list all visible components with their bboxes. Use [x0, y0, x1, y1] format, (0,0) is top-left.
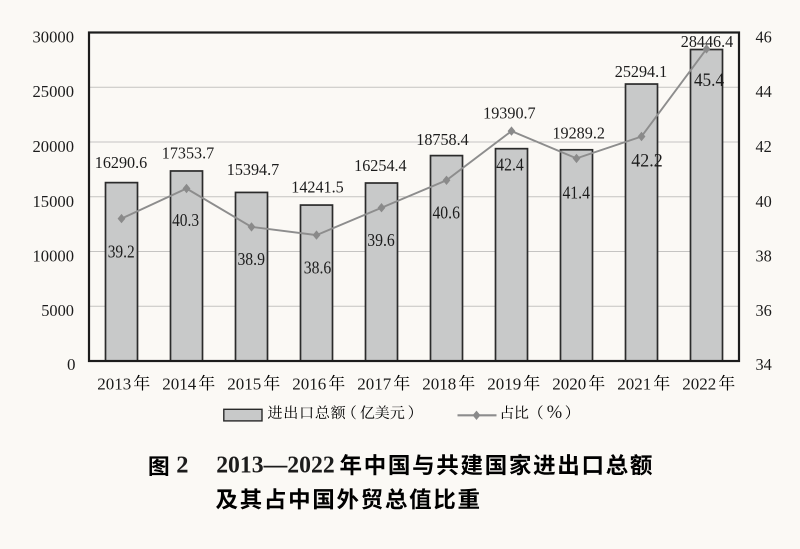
- svg-text:14241.5: 14241.5: [291, 177, 344, 196]
- svg-text:28446.4: 28446.4: [681, 32, 734, 51]
- svg-text:41.4: 41.4: [562, 183, 590, 203]
- svg-text:36: 36: [756, 301, 772, 320]
- svg-text:5000: 5000: [41, 301, 74, 320]
- svg-text:2013—2022: 2013—2022: [216, 452, 335, 479]
- svg-text:25000: 25000: [33, 82, 75, 101]
- svg-text:45.4: 45.4: [694, 70, 725, 91]
- svg-text:2019: 2019: [487, 374, 521, 393]
- svg-text:42.2: 42.2: [631, 151, 662, 172]
- svg-text:2022: 2022: [682, 374, 716, 393]
- svg-text:19390.7: 19390.7: [483, 104, 536, 123]
- svg-text:44: 44: [756, 82, 773, 101]
- svg-text:30000: 30000: [33, 28, 75, 47]
- svg-text:20000: 20000: [33, 137, 75, 156]
- svg-text:2015: 2015: [227, 374, 261, 393]
- svg-text:15000: 15000: [33, 192, 75, 211]
- svg-text:2: 2: [176, 452, 188, 479]
- svg-text:17353.7: 17353.7: [162, 144, 215, 163]
- svg-text:2021: 2021: [617, 374, 651, 393]
- svg-text:2020: 2020: [552, 374, 586, 393]
- svg-text:46: 46: [756, 28, 772, 47]
- svg-text:2016: 2016: [292, 374, 326, 393]
- svg-text:42.4: 42.4: [496, 155, 524, 175]
- svg-text:40.6: 40.6: [432, 203, 460, 223]
- svg-text:19289.2: 19289.2: [552, 124, 605, 143]
- svg-text:25294.1: 25294.1: [615, 62, 668, 81]
- svg-text:38.9: 38.9: [237, 249, 265, 269]
- svg-text:0: 0: [67, 355, 76, 374]
- svg-text:38: 38: [756, 247, 772, 266]
- svg-text:34: 34: [756, 355, 773, 374]
- svg-text:2018: 2018: [422, 374, 456, 393]
- svg-text:39.2: 39.2: [108, 241, 135, 261]
- svg-text:18758.4: 18758.4: [416, 130, 469, 149]
- svg-text:16254.4: 16254.4: [354, 156, 407, 175]
- svg-text:42: 42: [756, 137, 772, 156]
- svg-text:2013: 2013: [97, 374, 131, 393]
- svg-text:%: %: [547, 403, 562, 423]
- svg-text:2017: 2017: [357, 374, 392, 393]
- svg-text:40: 40: [756, 192, 772, 211]
- svg-text:10000: 10000: [33, 247, 75, 266]
- svg-text:15394.7: 15394.7: [227, 160, 280, 179]
- svg-text:39.6: 39.6: [367, 230, 395, 250]
- svg-text:16290.6: 16290.6: [95, 153, 148, 172]
- svg-text:2014: 2014: [162, 374, 197, 393]
- svg-text:40.3: 40.3: [172, 210, 199, 230]
- svg-text:38.6: 38.6: [304, 258, 332, 278]
